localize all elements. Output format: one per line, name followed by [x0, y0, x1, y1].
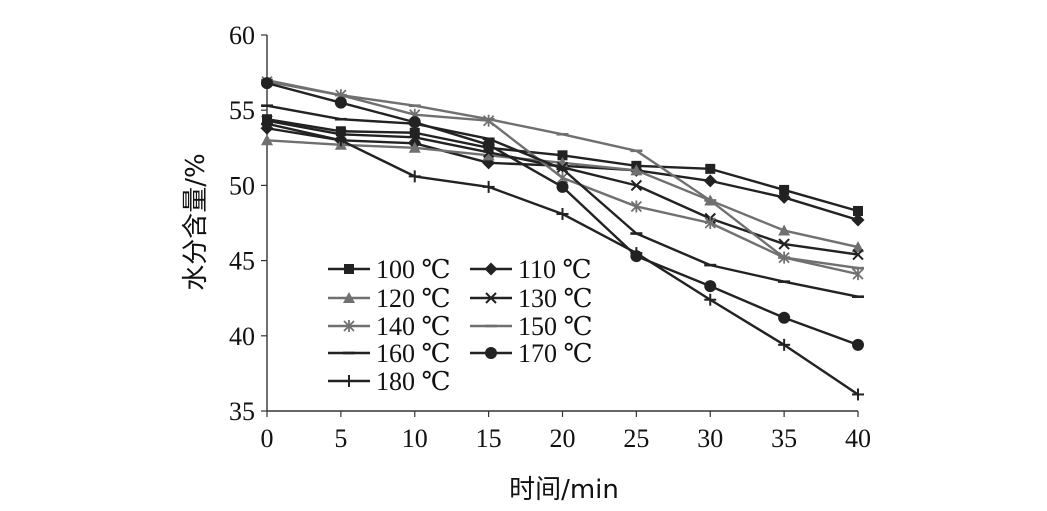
- y-tick-label: 55: [229, 96, 255, 125]
- legend-label: 130 ℃: [518, 284, 593, 313]
- data-point-x-stroke: [556, 161, 569, 174]
- legend: 100 ℃ 110 ℃ 120 ℃ 130 ℃ 140 ℃ 150 ℃ 160 ℃ 170 ℃…: [328, 255, 593, 396]
- data-point-asterisk: [343, 320, 355, 332]
- data-point-asterisk: [630, 200, 643, 213]
- data-point-circle: [334, 96, 347, 109]
- data-point-x-stroke: [852, 248, 864, 261]
- x-tick-label: 40: [845, 424, 871, 453]
- y-tick-label: 40: [229, 322, 255, 351]
- x-tick-label: 5: [334, 424, 347, 453]
- legend-label: 100 ℃: [376, 255, 451, 284]
- data-point-diamond: [484, 262, 498, 276]
- legend-item: 110 ℃: [470, 255, 592, 284]
- data-point-plus: [852, 388, 864, 401]
- data-point-circle: [852, 338, 864, 351]
- legend-label: 180 ℃: [376, 367, 451, 396]
- data-point-x-stroke: [778, 238, 790, 250]
- data-point-triangle: [408, 141, 421, 153]
- data-point-square: [335, 126, 346, 137]
- legend-label: 110 ℃: [518, 255, 592, 284]
- data-point-circle: [482, 138, 495, 151]
- series-5: [261, 75, 864, 281]
- data-point-asterisk: [704, 217, 716, 229]
- x-tick-label: 20: [550, 424, 576, 453]
- data-point-square: [409, 127, 420, 138]
- data-point-x: [409, 131, 421, 143]
- data-point-x: [630, 179, 643, 192]
- data-point-circle: [408, 116, 421, 129]
- legend-label: 150 ℃: [518, 312, 593, 341]
- data-point-plus: [408, 170, 421, 183]
- data-point-circle: [778, 311, 791, 324]
- data-point-x: [335, 128, 347, 140]
- series-group: [260, 75, 865, 401]
- legend-item: 120 ℃: [328, 284, 451, 313]
- x-tick-label: 15: [476, 424, 502, 453]
- data-point-circle: [261, 77, 273, 90]
- legend-label: 140 ℃: [376, 312, 451, 341]
- y-tick-label: 50: [229, 171, 255, 200]
- data-point-triangle: [482, 149, 495, 161]
- legend-item: 150 ℃: [470, 312, 593, 341]
- legend-item: 180 ℃: [328, 367, 451, 396]
- data-point-circle: [485, 347, 497, 359]
- data-point-plus: [556, 207, 569, 220]
- data-point-triangle: [261, 134, 273, 146]
- legend-label: 160 ℃: [376, 339, 451, 368]
- data-point-plus: [778, 338, 791, 351]
- data-point-x: [852, 248, 864, 261]
- x-tick-label: 35: [771, 424, 797, 453]
- x-axis-title: 时间/min: [509, 475, 619, 505]
- data-point-plus: [343, 375, 355, 387]
- data-point-diamond: [703, 174, 717, 188]
- data-point-square: [853, 205, 863, 216]
- data-point-triangle: [630, 164, 643, 176]
- data-point-triangle: [343, 292, 355, 303]
- series-7: [261, 104, 864, 298]
- data-point-x-stroke: [485, 292, 497, 304]
- x-tick-label: 10: [402, 424, 428, 453]
- data-point-triangle: [852, 241, 864, 253]
- data-point-x: [485, 292, 497, 304]
- x-tick-label: 0: [261, 424, 274, 453]
- legend-item: 140 ℃: [328, 312, 451, 341]
- data-point-triangle: [778, 224, 791, 236]
- data-point-x-stroke: [409, 131, 421, 143]
- data-point-circle: [704, 280, 717, 293]
- data-point-diamond: [777, 190, 791, 204]
- legend-item: 130 ℃: [470, 284, 593, 313]
- y-axis-title: 水分含量/%: [181, 153, 211, 290]
- data-point-x-stroke: [335, 128, 347, 140]
- data-point-x-stroke: [630, 179, 643, 192]
- y-tick-label: 60: [229, 21, 255, 50]
- data-point-plus: [630, 247, 643, 260]
- axes: 0 5 10 15 20 25 30 35 40 35 40 45 50 55 60: [229, 21, 871, 453]
- y-tick-label: 45: [229, 247, 255, 276]
- data-point-square: [779, 184, 790, 195]
- legend-item: 160 ℃: [328, 339, 451, 368]
- legend-label: 120 ℃: [376, 284, 451, 313]
- data-point-plus: [261, 117, 273, 130]
- legend-item: 100 ℃: [328, 255, 451, 284]
- data-point-plus: [482, 180, 495, 193]
- data-point-diamond: [851, 213, 865, 227]
- y-tick-label: 35: [229, 397, 255, 426]
- legend-label: 170 ℃: [518, 339, 593, 368]
- x-tick-label: 30: [697, 424, 723, 453]
- data-point-square: [705, 163, 716, 174]
- data-point-asterisk: [852, 268, 864, 281]
- data-point-square: [344, 264, 354, 274]
- series-9: [261, 117, 864, 401]
- data-point-circle: [556, 180, 569, 193]
- data-point-square: [557, 150, 568, 161]
- data-point-plus: [334, 134, 347, 147]
- data-point-plus: [704, 293, 717, 306]
- x-tick-label: 25: [623, 424, 649, 453]
- data-point-x: [778, 238, 790, 250]
- legend-item: 170 ℃: [470, 339, 593, 368]
